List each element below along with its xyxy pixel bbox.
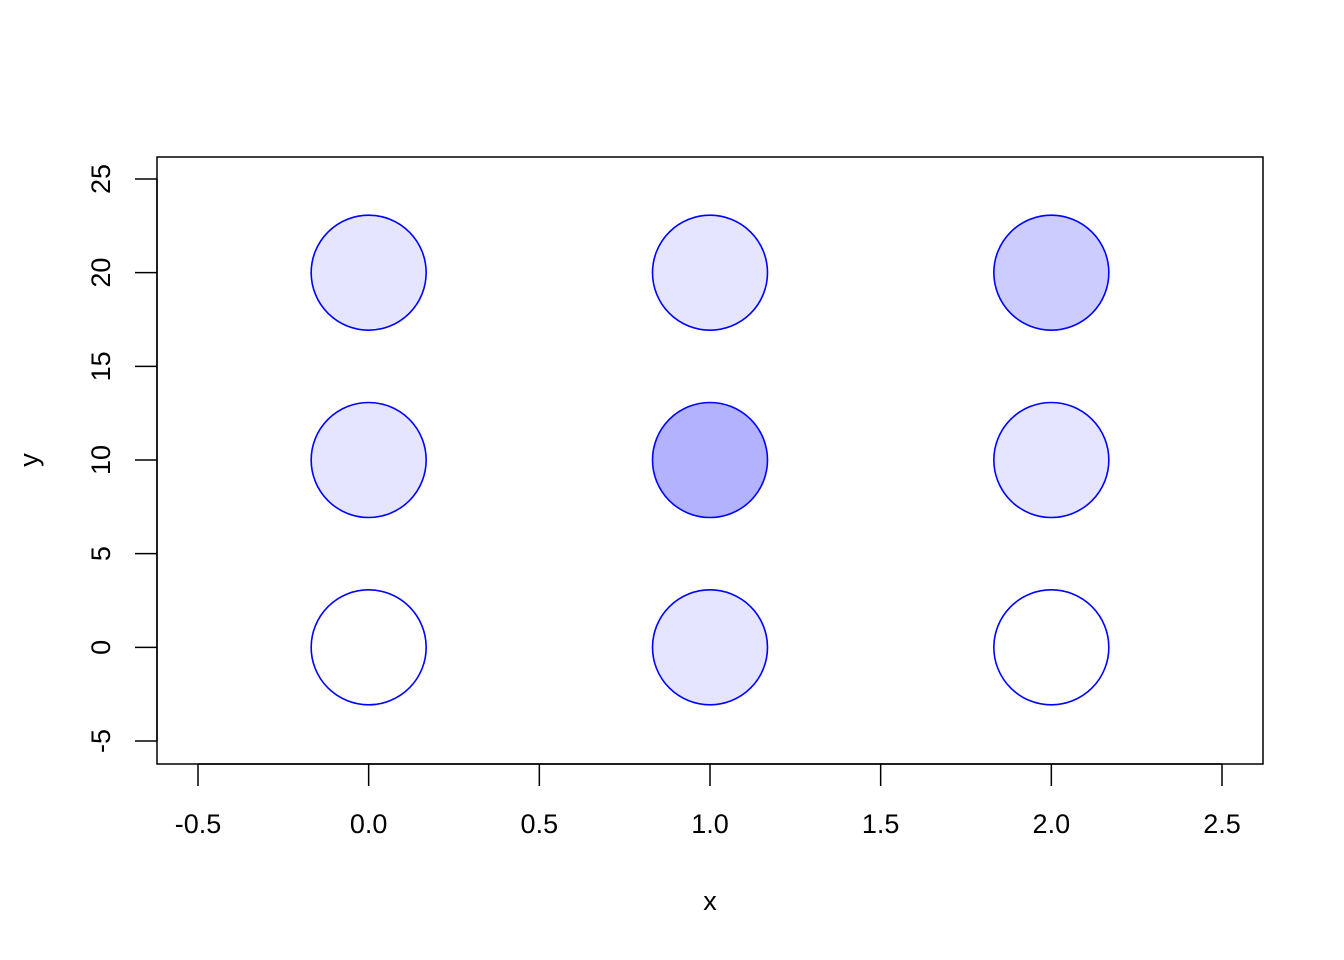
y-tick-label: 5 <box>86 546 116 561</box>
y-tick-label: 0 <box>86 640 116 655</box>
x-tick-label: 1.5 <box>862 809 900 839</box>
data-point <box>993 214 1110 331</box>
data-point <box>651 214 769 331</box>
data-point <box>651 401 769 519</box>
x-tick-label: 1.0 <box>691 809 729 839</box>
data-point <box>310 401 427 519</box>
data-point <box>993 401 1110 519</box>
data-point <box>993 589 1110 706</box>
y-axis-label: y <box>14 453 44 467</box>
x-tick-label: 2.5 <box>1203 809 1241 839</box>
y-axis: -5 0 5 10 15 20 25 <box>86 164 158 753</box>
y-tick-label: 25 <box>86 164 116 194</box>
x-tick-label: 0.5 <box>521 809 559 839</box>
y-tick-label: 10 <box>86 445 116 475</box>
data-point <box>310 214 427 331</box>
y-tick-label: 20 <box>86 258 116 288</box>
x-axis-label: x <box>703 886 717 916</box>
y-tick-label: -5 <box>86 729 116 753</box>
data-point <box>310 589 427 706</box>
x-axis: -0.5 0.0 0.5 1.0 1.5 2.0 2.5 <box>175 763 1241 839</box>
x-tick-label: 2.0 <box>1033 809 1071 839</box>
data-points <box>310 214 1110 706</box>
data-point <box>651 589 769 706</box>
y-tick-label: 15 <box>86 351 116 381</box>
x-tick-label: -0.5 <box>175 809 222 839</box>
x-tick-label: 0.0 <box>350 809 388 839</box>
